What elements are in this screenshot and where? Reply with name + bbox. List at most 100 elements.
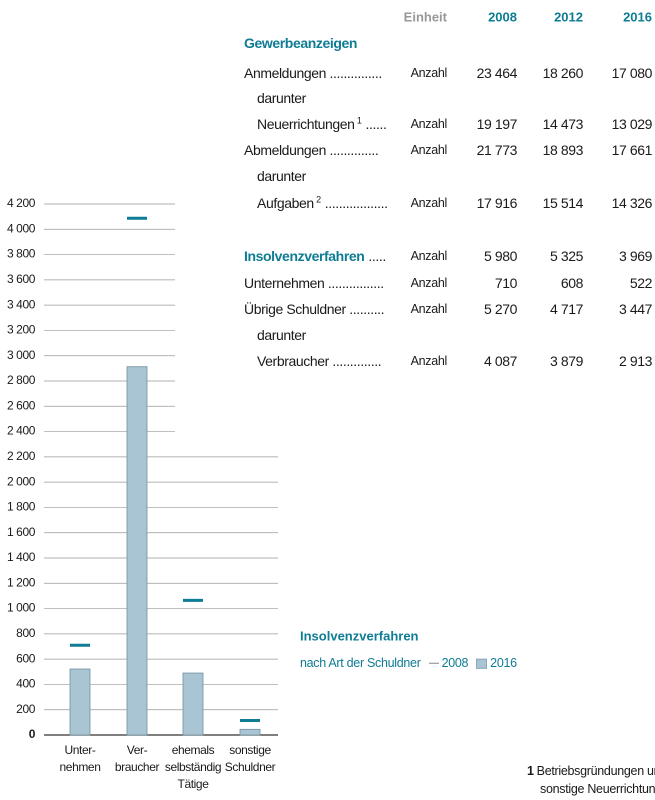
y-tick-label: 1 600 (7, 525, 36, 539)
x-tick-label: Unter- nehmen (59, 743, 101, 774)
y-tick-label: 2 000 (7, 474, 36, 488)
cell-value: 18 260 (542, 65, 584, 81)
y-tick-label: 3 400 (7, 297, 36, 311)
row-label-text: Unternehmen ................ (244, 275, 384, 291)
cell-value: 23 464 (476, 65, 518, 81)
y-tick-label: 4 000 (7, 221, 36, 235)
row-label: Verbraucher .............. (257, 353, 382, 369)
column-header: Einheit (403, 9, 447, 25)
cell-value: 18 893 (542, 142, 584, 158)
x-tick-label: ehemals selbständig Tätige (164, 743, 222, 791)
unit: Anzahl (410, 275, 448, 290)
cell-value: 21 773 (476, 142, 518, 158)
y-tick-label: 1 800 (7, 500, 36, 514)
cell-value: 17 080 (611, 65, 653, 81)
row-label: Aufgaben 2.................. (257, 194, 388, 211)
y-tick-label: 800 (16, 626, 36, 640)
unit: Anzahl (410, 195, 448, 210)
cell-value: 3 879 (549, 353, 583, 369)
footnote-marker: 1 (356, 115, 362, 126)
row-label-text: Aufgaben (257, 195, 314, 211)
legend-label: 2008 (441, 655, 469, 670)
bar (69, 668, 91, 736)
legend: nach Art der Schuldner 2008 2016 (300, 657, 517, 670)
y-tick-label: 2 400 (7, 424, 36, 438)
column-header: 2016 (623, 9, 652, 25)
cell-value: 14 473 (542, 116, 584, 132)
cell-value: 522 (629, 275, 653, 291)
cell-value: 13 029 (611, 116, 653, 132)
y-tick-label: 3 600 (7, 272, 36, 286)
y-tick-label: 1 200 (7, 575, 36, 589)
footnote: 1 Betriebsgründungen un (527, 765, 655, 778)
row-label: Unternehmen ................ (244, 276, 384, 290)
row-label: Übrige Schuldner .......... (244, 301, 385, 317)
row-label-text: Gewerbeanzeigen (244, 35, 358, 51)
row-label-text: darunter (257, 90, 306, 106)
row-label-text: Verbraucher .............. (257, 353, 382, 369)
y-tick-label: 4 200 (7, 196, 36, 210)
unit: Anzahl (410, 65, 448, 80)
cell-value: 14 326 (611, 195, 653, 211)
cell-value: 608 (560, 275, 584, 291)
y-tick-label: 200 (16, 702, 36, 716)
y-tick-label: 600 (16, 651, 36, 665)
unit: Anzahl (410, 116, 448, 131)
row-label-text: Insolvenzverfahren (244, 248, 365, 264)
row-label-text: darunter (257, 327, 306, 343)
y-tick-label: 2 800 (7, 373, 36, 387)
y-tick-label: 400 (16, 677, 36, 691)
cell-value: 19 197 (476, 116, 518, 132)
y-tick-label: 1 000 (7, 601, 36, 615)
cell-value: 3 969 (618, 248, 652, 264)
row-label: Anmeldungen ............... (244, 66, 382, 80)
row-label-text: Anmeldungen ............... (244, 65, 382, 81)
legend-swatch (476, 658, 488, 669)
unit: Anzahl (410, 142, 448, 157)
y-tick-label: 3 000 (7, 348, 36, 362)
y-tick-label: 2 200 (7, 449, 36, 463)
legend-label: 2016 (490, 655, 517, 670)
cell-value: 2 913 (618, 353, 652, 369)
row-label: darunter (257, 91, 306, 105)
y-tick-label: 0 (29, 727, 36, 741)
row-label: Insolvenzverfahren..... (244, 249, 386, 263)
row-label: darunter (257, 169, 306, 183)
chart-title: Insolvenzverfahren (300, 628, 419, 644)
bar (239, 728, 261, 736)
y-tick-label: 2 600 (7, 398, 36, 412)
y-tick-label: 3 800 (7, 247, 36, 261)
cell-value: 17 661 (611, 142, 653, 158)
row-label-text: darunter (257, 168, 306, 184)
chart-subtitle: nach Art der Schuldner (300, 655, 421, 670)
footnote-marker: 2 (316, 194, 321, 205)
unit: Anzahl (410, 301, 448, 316)
row-label-text: Übrige Schuldner .......... (244, 301, 385, 317)
row-label: Gewerbeanzeigen (244, 36, 357, 50)
y-tick-label: 1 400 (7, 550, 36, 564)
x-tick-label: Ver- braucher (114, 743, 160, 774)
cell-value: 5 980 (483, 248, 517, 264)
row-label-text: Abmeldungen .............. (244, 142, 379, 158)
legend-swatch (428, 662, 439, 665)
y-tick-label: 3 200 (7, 323, 36, 337)
footnote-text: Betriebsgründungen un (536, 763, 655, 778)
cell-value: 17 916 (476, 195, 518, 211)
cell-value: 3 447 (618, 301, 652, 317)
bar (182, 672, 204, 736)
cell-value: 710 (494, 275, 518, 291)
column-header: 2008 (488, 9, 517, 25)
leader-dots: ...... (365, 116, 387, 132)
cell-value: 5 325 (549, 248, 583, 264)
cell-value: 15 514 (542, 195, 584, 211)
leader-dots: ..... (368, 248, 386, 264)
cell-value: 4 717 (549, 301, 583, 317)
unit: Anzahl (410, 353, 448, 368)
unit: Anzahl (410, 248, 448, 263)
x-tick-label: sonstige Schuldner (224, 743, 276, 774)
row-label: darunter (257, 328, 306, 342)
footnote-text: sonstige Neuerrichtung (540, 781, 655, 796)
bar (126, 366, 148, 736)
